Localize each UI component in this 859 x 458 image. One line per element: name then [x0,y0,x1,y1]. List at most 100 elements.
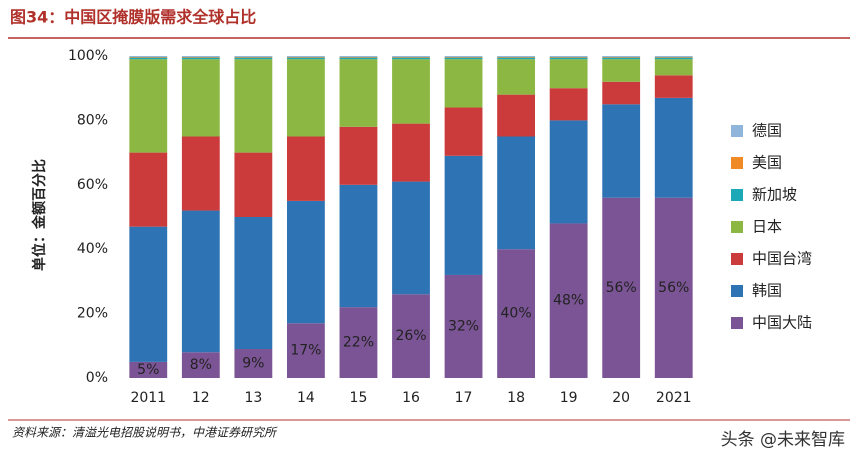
bar-segment [286,56,325,58]
bar-segment [286,59,325,137]
bar-segment [549,59,588,89]
bar-segment [129,57,168,60]
bar-segment [286,200,325,324]
bar-segment [654,56,693,57]
data-label: 48% [553,293,584,309]
data-label: 32% [448,318,479,334]
bar-segment [339,126,378,185]
x-tick-label: 2021 [656,390,692,406]
y-tick-label: 40% [77,241,108,257]
legend-label: 韩国 [752,282,782,300]
legend-swatch [731,221,743,233]
bar-segment [444,56,483,58]
x-tick-label: 13 [244,390,262,406]
legend-swatch [731,189,743,201]
legend-swatch [731,285,743,297]
bar-segment [654,197,693,378]
bar-segment [181,57,220,60]
bar-segment [286,136,325,201]
bar-segment [602,56,641,58]
bar-segment [497,56,536,58]
bar-segment [392,294,430,378]
bar-segment [654,56,693,58]
bar-segment [129,56,168,58]
bar-segment [549,120,588,224]
legend-label: 中国大陆 [752,314,812,332]
bar-segment [339,307,378,378]
bar-segment [602,56,641,57]
y-tick-label: 80% [77,112,108,128]
x-tick-label: 20 [612,390,630,406]
legend-swatch [731,253,743,265]
x-tick-label: 15 [350,390,368,406]
y-axis-label: 单位：金额百分比 [31,159,48,271]
bar-segment [339,184,378,308]
bar-segment [129,56,168,57]
bar-segment [181,210,220,353]
bar-segment [181,56,220,58]
bar-segment [602,59,641,82]
page-title: 图34：中国区掩膜版需求全球占比 [10,8,256,27]
x-tick-label: 16 [402,390,420,406]
bar-segment [392,59,430,124]
bar-segment [549,57,588,60]
source: 资料来源：清溢光电招股说明书，中港证券研究所 [12,426,278,440]
bar-segment [549,223,588,378]
bar-segment [129,59,168,153]
bar-segment [444,274,483,378]
bar-segment [602,197,641,378]
data-label: 26% [395,328,426,344]
bar-segment [497,57,536,60]
bar-segment [392,123,430,182]
bar-segment [392,56,430,58]
bar-segment [129,361,168,378]
data-label: 17% [290,343,321,359]
bar-segment [392,56,430,57]
legend-swatch [731,317,743,329]
bar-segment [654,97,693,198]
bar-segment [181,136,220,211]
bar-segment [497,249,536,378]
bar-segment [181,56,220,57]
legend-label: 德国 [752,122,782,140]
bar-segment [234,152,273,217]
data-label: 40% [501,306,532,322]
bar-segment [444,59,483,108]
bar-segment [286,56,325,57]
data-label: 9% [242,356,264,372]
legend-label: 新加坡 [752,186,797,204]
legend-swatch [731,157,743,169]
y-tick-label: 20% [77,306,108,322]
y-tick-label: 100% [68,48,108,64]
data-label: 56% [606,280,637,296]
bar-segment [129,152,168,227]
y-tick-label: 60% [77,177,108,193]
watermark: 头条 @未来智库 [721,430,845,450]
data-label: 8% [190,357,212,373]
bar-segment [654,57,693,60]
bar-segment [444,57,483,60]
data-label: 22% [343,335,374,351]
x-tick-label: 14 [297,390,315,406]
legend-label: 中国台湾 [752,250,812,268]
bar-segment [549,56,588,58]
bar-segment [602,57,641,60]
bar-segment [654,75,693,98]
bar-segment [339,56,378,57]
bar-segment [497,59,536,95]
bar-segment [234,56,273,58]
bar-segment [497,136,536,250]
bar-segment [234,56,273,57]
x-tick-label: 19 [560,390,578,406]
y-tick-label: 0% [86,370,108,386]
x-tick-label: 2011 [130,390,166,406]
bar-segment [497,94,536,137]
x-tick-label: 17 [455,390,473,406]
bar-segment [234,59,273,153]
bar-segment [392,181,430,295]
bar-segment [497,56,536,57]
bar-segment [234,57,273,60]
x-tick-label: 18 [507,390,525,406]
bar-segment [234,349,273,378]
